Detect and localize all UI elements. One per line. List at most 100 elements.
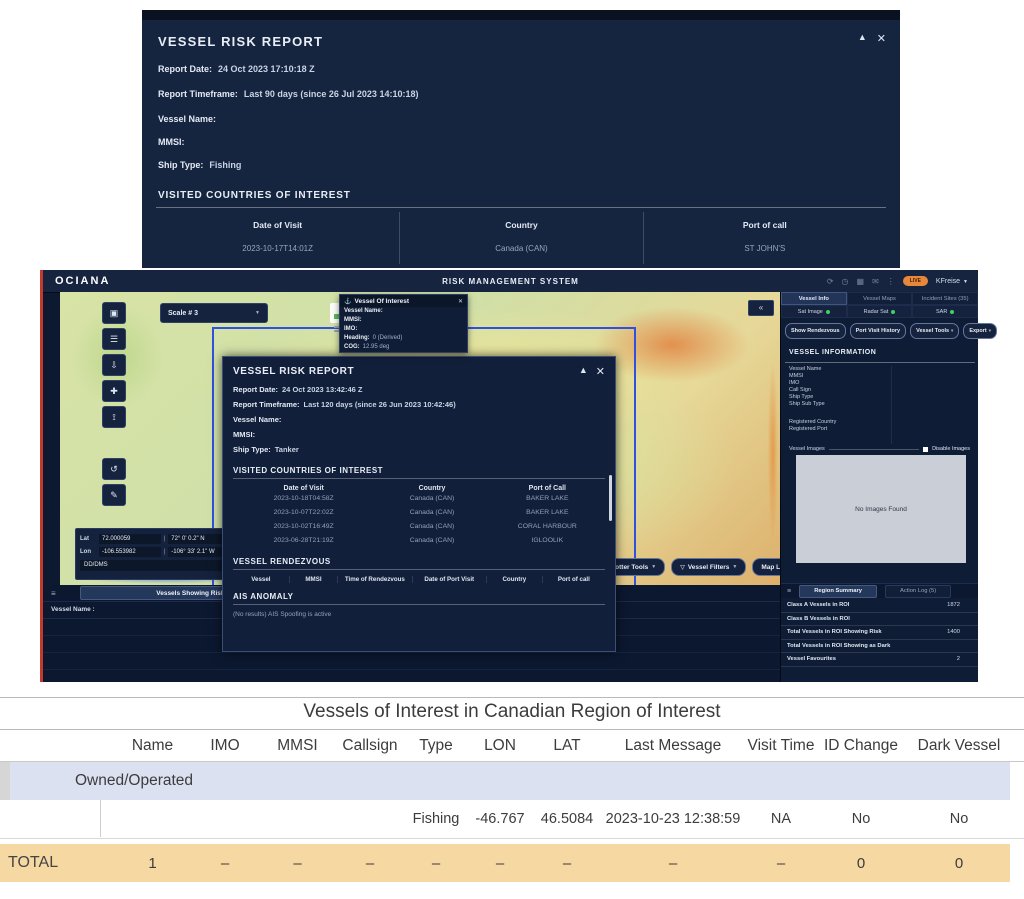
vessel-tools-button[interactable]: Vessel Tools ▾	[910, 323, 960, 339]
collapse-panel-button[interactable]: «	[748, 300, 774, 316]
field-label: Report Timeframe:	[233, 400, 300, 409]
report-field: Report Timeframe: Last 120 days (since 26…	[233, 397, 605, 412]
field-label: Ship Type:	[158, 160, 204, 170]
toggle-radar-sat[interactable]: Radar Sat	[846, 305, 913, 318]
column-header: Time of Rendezvous	[337, 576, 411, 583]
column-header: MMSI	[288, 576, 337, 583]
cell: –	[668, 854, 678, 872]
export-button[interactable]: Export ▾	[963, 323, 997, 339]
close-icon[interactable]: ✕	[876, 33, 886, 45]
visited-countries-table: Date of Visit Country Port of Call 2023-…	[233, 479, 605, 548]
cell: –	[495, 854, 505, 872]
field-value: 24 Oct 2023 13:42:46 Z	[282, 385, 363, 394]
lon-dd-value: -106.553982	[99, 546, 161, 557]
lat-row: Lat 72.000059 | 72° 0' 0.2" N	[80, 532, 230, 545]
cell: NA	[770, 810, 792, 827]
vessel-filters-button[interactable]: ▽ Vessel Filters ▼	[671, 558, 747, 576]
app-title: RISK MANAGEMENT SYSTEM	[442, 276, 579, 286]
format-value: DD/DMS	[84, 562, 108, 568]
status-dot	[950, 309, 955, 314]
button-label: Plotter Tools	[609, 563, 649, 571]
button-label: Show Rendezvous	[791, 328, 840, 334]
hamburger-icon[interactable]: ≡	[51, 588, 56, 598]
list-tool-button[interactable]: ☰	[102, 328, 126, 350]
more-icon[interactable]: ⋮	[886, 276, 895, 286]
collapse-icon[interactable]: ▲	[857, 32, 867, 42]
group-row: Owned/Operated	[0, 762, 1010, 800]
column-header: Country	[485, 576, 542, 583]
map-layers-button[interactable]: Map Layers▼	[752, 558, 780, 576]
topbar-right-cluster: ⟳ ◷ ▦ ✉ ⋮ LIVE KFreise ▼	[827, 276, 968, 286]
save-tool-button[interactable]: ⇩	[102, 354, 126, 376]
summary-tabbar: ≡ Region Summary Action Log (5)	[781, 583, 978, 598]
empty-row[interactable]	[43, 636, 780, 653]
cell: 2023-10-17T14:01Z	[242, 244, 314, 253]
report-field: Ship Type: Fishing	[158, 160, 241, 170]
risk-management-system-window: OCIANA RISK MANAGEMENT SYSTEM ⟳ ◷ ▦ ✉ ⋮ …	[40, 270, 997, 682]
vessel-risk-report-dialog: VESSEL RISK REPORT ▲ ✕ Report Date: 24 Oc…	[222, 356, 616, 652]
hamburger-icon[interactable]: ≡	[787, 587, 792, 595]
no-images-box: No Images Found	[796, 455, 966, 563]
chevron-down-icon: ▼	[651, 564, 657, 570]
field-value: Last 120 days (since 26 Jun 2023 10:42:4…	[303, 400, 456, 409]
measure-tool-button[interactable]: ⟟	[102, 406, 126, 428]
cell: –	[220, 854, 230, 872]
close-icon[interactable]: ✕	[595, 366, 605, 378]
draw-tool-button[interactable]: ✎	[102, 484, 126, 506]
field-label: Vessel Name:	[158, 114, 217, 124]
summary-label: Total Vessels in ROI Showing as Dark	[787, 642, 891, 649]
button-label: Vessel Filters	[687, 563, 730, 571]
tab-incident-sites[interactable]: Incident Sites (35)	[912, 292, 979, 305]
panel-top-strip	[142, 10, 900, 20]
summary-label: Class A Vessels in ROI	[787, 602, 850, 609]
column-header: MMSI	[277, 737, 318, 754]
port-visit-history-button[interactable]: Port Visit History	[849, 323, 907, 339]
tab-vessel-info[interactable]: Vessel Info	[781, 292, 847, 305]
summary-value: 1400	[947, 629, 960, 636]
toggle-sat-image[interactable]: Sat Image	[781, 305, 847, 318]
cell: –	[776, 854, 786, 872]
cell: Canada (CAN)	[495, 244, 548, 253]
add-tool-button[interactable]: ✚	[102, 380, 126, 402]
report-field: Report Date: 24 Oct 2023 17:10:18 Z	[158, 64, 315, 74]
summary-row: Class B Vessels in ROI	[781, 613, 978, 626]
info-field-label: Call Sign	[789, 387, 812, 393]
cell: Canada (CAN)	[409, 523, 455, 530]
empty-row[interactable]	[43, 653, 780, 670]
refresh-icon[interactable]: ⟳	[826, 276, 834, 286]
chevron-down-icon: ▼	[963, 278, 968, 285]
toggle-label: Sat Image	[797, 308, 823, 315]
field-label: IMO:	[344, 326, 358, 332]
column-header: Date of Port Visit	[411, 576, 486, 583]
grid-icon[interactable]: ▦	[856, 276, 865, 286]
message-icon[interactable]: ✉	[872, 276, 879, 286]
field-label: Report Timeframe:	[158, 89, 238, 99]
field-label: Vessel Name:	[233, 415, 282, 424]
scale-selector[interactable]: Scale # 3 ▼	[160, 303, 268, 323]
table-title: Vessels of Interest in Canadian Region o…	[303, 701, 721, 722]
scrollbar[interactable]	[609, 475, 612, 521]
tab-region-summary[interactable]: Region Summary	[799, 584, 878, 598]
disable-images-checkbox[interactable]	[923, 446, 929, 452]
undo-tool-button[interactable]: ↺	[102, 458, 126, 480]
field-label: MMSI:	[344, 317, 362, 323]
report-field: Report Date: 24 Oct 2023 13:42:46 Z	[233, 382, 605, 397]
coordinate-format-select[interactable]: DD/DMS ▼	[80, 560, 230, 571]
capture-tool-button[interactable]: ▣	[102, 302, 126, 324]
show-rendezvous-button[interactable]: Show Rendezvous	[785, 323, 846, 339]
cell: 2023-10-02T16:49Z	[273, 523, 334, 530]
tab-vessel-maps[interactable]: Vessel Maps	[846, 292, 913, 305]
collapse-icon[interactable]: ▲	[578, 365, 588, 375]
field-label: MMSI:	[158, 137, 185, 147]
column-divider	[891, 366, 892, 444]
close-icon[interactable]: ✕	[457, 298, 463, 305]
user-menu[interactable]: KFreise ▼	[936, 278, 968, 285]
cell: Canada (CAN)	[409, 495, 455, 502]
summary-value: 1872	[947, 602, 960, 609]
toggle-sar[interactable]: SAR	[912, 305, 979, 318]
tab-action-log[interactable]: Action Log (5)	[885, 584, 952, 598]
popup-header[interactable]: ⚓ Vessel Of Interest ✕	[340, 295, 467, 307]
row-grip	[0, 762, 10, 800]
clock-icon[interactable]: ◷	[841, 276, 849, 286]
divider	[233, 604, 605, 605]
